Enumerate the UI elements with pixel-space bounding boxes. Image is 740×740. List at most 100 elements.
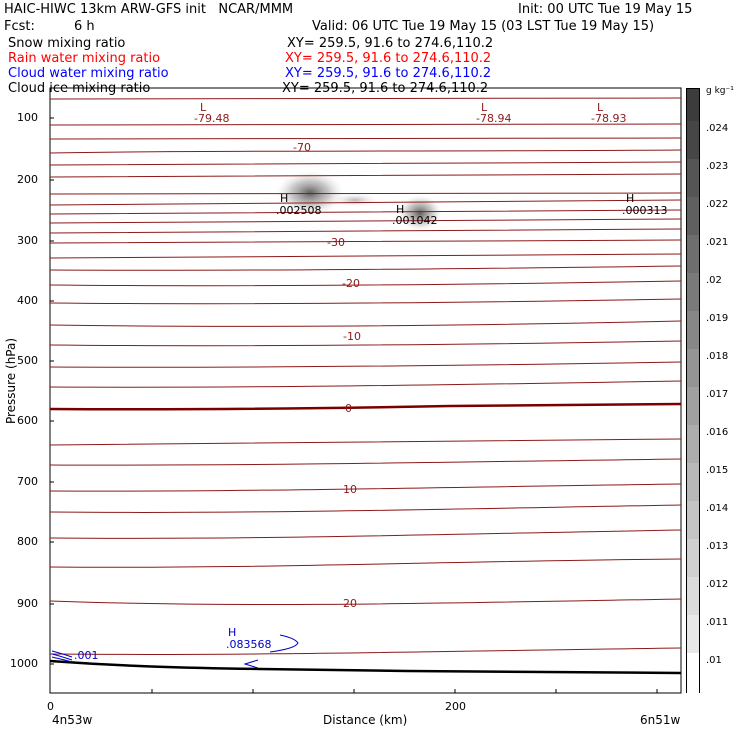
isotherm-line [49,97,682,100]
high-value: .002508 [276,204,322,217]
isotherm-line [49,361,682,368]
colorbar-unit: g kg⁻¹ [706,86,734,96]
field-name-snow: Snow mixing ratio [8,36,126,51]
isotherm-line [49,598,682,605]
isotherm-line [49,239,682,244]
high-marker: H [280,192,288,205]
y-tick-label: 900 [17,597,38,610]
high-marker: H [626,192,634,205]
colorbar-tick-label: .016 [706,427,728,438]
cloud-ice-shading [276,171,344,215]
isotherm-label: 20 [343,597,357,610]
isotherm-line [49,265,682,271]
cloud-water-edge-label: .001 [74,649,99,662]
colorbar-tick-label: .011 [706,617,728,628]
high-value: .083568 [226,638,272,651]
colorbar-tick-label: .013 [706,541,728,552]
isotherm-line [49,123,682,126]
field-name-rain: Rain water mixing ratio [8,51,161,66]
colorbar-tick-label: .012 [706,579,728,590]
isotherm-label: -10 [343,330,361,343]
forecast-label: Fcst: [4,19,35,34]
y-tick-label: 700 [17,475,38,488]
low-value: -78.94 [476,112,511,125]
isotherm-line [49,137,682,140]
y-tick-label: 800 [17,535,38,548]
isotherm-line [49,161,682,166]
y-tick-label: 1000 [10,657,38,670]
isotherm-line [49,298,682,305]
plot-frame [49,87,682,694]
field-xy-cloud-water: XY= 259.5, 91.6 to 274.6,110.2 [285,66,492,81]
isotherm-line [49,218,682,224]
low-value: -78.93 [591,112,626,125]
field-xy-snow: XY= 259.5, 91.6 to 274.6,110.2 [287,36,494,51]
isotherm-line [49,483,682,492]
left-endpoint-label: 4n53w [52,713,93,727]
colorbar-tick-label: .02 [706,275,722,286]
colorbar-tick-label: .015 [706,465,728,476]
isotherm-label: 0 [345,402,352,415]
isotherm-line [49,558,682,568]
cloud-ice-shading [331,193,379,207]
isotherm-line [49,647,682,655]
x-axis-label: Distance (km) [323,713,408,727]
chart-title: HAIC-HIWC 13km ARW-GFS init NCAR/MMM [4,2,294,17]
y-tick-label: 300 [17,234,38,247]
forecast-hour: 6 h [74,19,95,34]
colorbar-tick-label: .024 [706,123,728,134]
isotherm-line [49,504,682,513]
isotherm-line [49,380,682,388]
colorbar [686,88,700,693]
y-tick-label: 600 [17,414,38,427]
low-marker: L [481,101,488,114]
colorbar-tick-label: .018 [706,351,728,362]
isotherm-line [49,209,682,215]
right-endpoint-label: 6n51w [640,713,681,727]
freezing-level-line [49,402,682,411]
cloud-water-contour [243,659,259,669]
isotherm-label: -20 [342,277,360,290]
colorbar-tick-label: .023 [706,161,728,172]
isotherm-line [49,438,682,446]
y-tick-label: 500 [17,354,38,367]
isotherm-label: -70 [293,141,311,154]
colorbar-tick-label: .022 [706,199,728,210]
low-value: -79.48 [194,112,229,125]
cloud-ice-shading [398,195,442,231]
high-marker: H [228,626,236,639]
isotherm-line [49,253,682,259]
colorbar-tick-label: .019 [706,313,728,324]
isotherm-label: 10 [343,483,357,496]
isotherm-line [49,529,682,539]
cloud-water-contour [51,650,73,658]
y-tick-label: 400 [17,294,38,307]
isotherm-line [49,192,682,195]
high-value: .000313 [622,204,668,217]
isotherm-line [49,320,682,327]
colorbar-tick-label: .021 [706,237,728,248]
high-value: .001042 [392,214,438,227]
y-axis-label: Pressure (hPa) [4,337,18,425]
colorbar-tick-label: .017 [706,389,728,400]
low-marker: L [597,101,604,114]
cloud-water-contour [51,653,73,661]
x-tick-label: 0 [47,700,54,713]
isotherm-line [49,149,682,154]
high-marker: H [396,203,404,216]
colorbar-tick-label: .014 [706,503,728,514]
isotherm-label: -30 [327,236,345,249]
isotherm-line [49,228,682,234]
field-name-cloud-ice: Cloud ice mixing ratio [8,81,151,96]
terrain-line [49,659,682,675]
isotherm-line [49,280,682,287]
field-xy-cloud-ice: XY= 259.5, 91.6 to 274.6,110.2 [282,81,489,96]
low-marker: L [200,101,207,114]
cloud-water-contour [51,656,73,663]
init-time: Init: 00 UTC Tue 19 May 15 [518,2,693,17]
colorbar-tick-label: .01 [706,655,722,666]
field-name-cloud-water: Cloud water mixing ratio [8,66,169,81]
isotherm-line [49,340,682,347]
